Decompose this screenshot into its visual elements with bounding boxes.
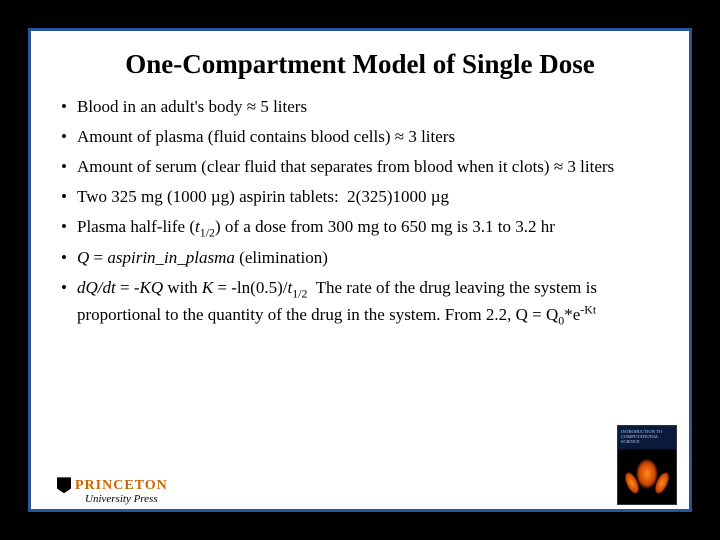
- bullet-text: Two 325 mg (1000 µg) aspirin tablets: 2(…: [77, 187, 449, 206]
- publisher-logo: PRINCETON University Press: [57, 476, 168, 505]
- logo-main-text: PRINCETON: [75, 478, 168, 493]
- book-art-icon: [627, 454, 667, 498]
- bullet-text: Plasma half-life (t1/2) of a dose from 3…: [77, 217, 555, 236]
- logo-line1: PRINCETON: [57, 476, 168, 494]
- book-cover: INTRODUCTION TO COMPUTATIONAL SCIENCE: [617, 425, 677, 505]
- book-subline: COMPUTATIONAL SCIENCE: [621, 434, 659, 444]
- bullet-item: Q = aspirin_in_plasma (elimination): [55, 247, 665, 270]
- bullet-item: Amount of plasma (fluid contains blood c…: [55, 126, 665, 149]
- logo-sub-text: University Press: [85, 493, 158, 505]
- bullet-item: Blood in an adult's body ≈ 5 liters: [55, 96, 665, 119]
- bullet-text: Q = aspirin_in_plasma (elimination): [77, 248, 328, 267]
- bullet-text: Amount of plasma (fluid contains blood c…: [77, 127, 455, 146]
- bullet-text: Amount of serum (clear fluid that separa…: [77, 157, 614, 176]
- book-title-text: INTRODUCTION TO COMPUTATIONAL SCIENCE: [618, 426, 676, 447]
- bullet-text: dQ/dt = -KQ with K = -ln(0.5)/t1/2 The r…: [77, 278, 597, 324]
- slide-frame: One-Compartment Model of Single Dose Blo…: [28, 28, 692, 512]
- bullet-item: Amount of serum (clear fluid that separa…: [55, 156, 665, 179]
- shield-icon: [57, 477, 71, 493]
- bullet-list: Blood in an adult's body ≈ 5 liters Amou…: [55, 96, 665, 329]
- bullet-text: Blood in an adult's body ≈ 5 liters: [77, 97, 307, 116]
- slide-title: One-Compartment Model of Single Dose: [55, 49, 665, 80]
- bullet-item: Two 325 mg (1000 µg) aspirin tablets: 2(…: [55, 186, 665, 209]
- bullet-item: dQ/dt = -KQ with K = -ln(0.5)/t1/2 The r…: [55, 277, 665, 329]
- bullet-item: Plasma half-life (t1/2) of a dose from 3…: [55, 216, 665, 240]
